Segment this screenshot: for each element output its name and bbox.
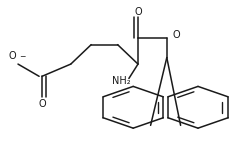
Text: O: O — [172, 30, 180, 40]
Text: −: − — [20, 52, 26, 61]
Text: O: O — [134, 6, 142, 17]
Text: O: O — [8, 51, 16, 61]
Text: O: O — [38, 99, 46, 109]
Text: NH₂: NH₂ — [112, 76, 131, 86]
